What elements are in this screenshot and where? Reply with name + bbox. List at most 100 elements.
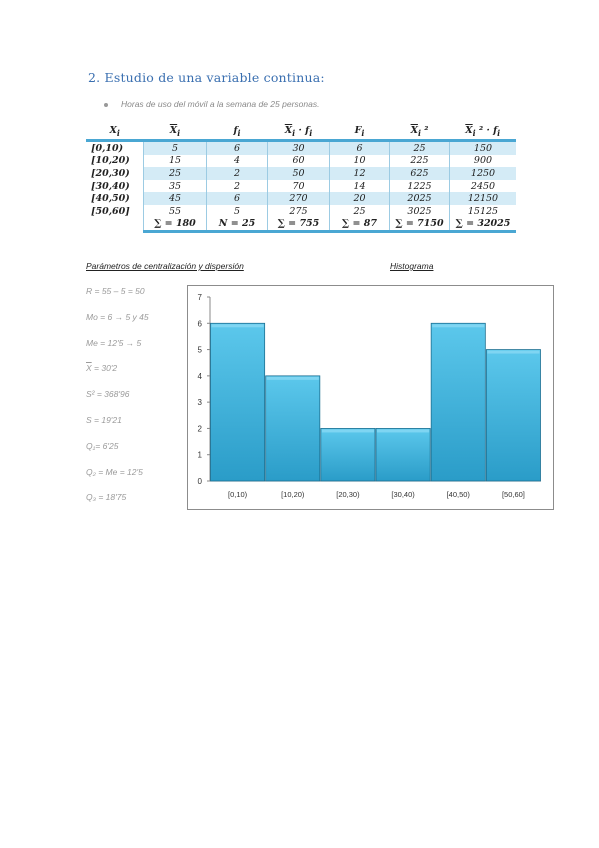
value-cell: 60	[267, 154, 330, 168]
params-list: R = 55 – 5 = 50 Mo = 6 → 5 y 45 Me = 12'5 …	[86, 285, 149, 517]
value-cell: 15	[143, 154, 207, 168]
total-cell	[86, 218, 144, 232]
value-cell: 30	[267, 140, 330, 155]
bullet-icon	[104, 103, 108, 107]
value-cell: 225	[389, 154, 450, 168]
param-item: R = 55 – 5 = 50	[86, 286, 145, 296]
bar-highlight	[266, 376, 319, 380]
bullet-text: Horas de uso del móvil a la semana de 25…	[121, 99, 320, 109]
value-cell: 150	[449, 140, 516, 155]
value-cell: 25	[329, 204, 390, 218]
value-cell: 6	[329, 140, 390, 155]
header-mark-sq-fi: Xi ² · fi	[449, 124, 516, 142]
param-item: S = 19'21	[86, 414, 122, 425]
histogram-bar	[485, 349, 541, 482]
table-row: [0,10) 5 6 30 6 25 150	[86, 140, 516, 155]
value-cell: 625	[389, 167, 450, 180]
value-cell: 35	[143, 179, 207, 193]
table-row: [10,20) 15 4 60 10 225 900	[86, 154, 516, 168]
total-cell: ∑ = 180	[143, 217, 207, 234]
interval-cell: [20,30)	[91, 167, 130, 179]
x-tick-label: [40,50)	[447, 490, 471, 499]
value-cell: 20	[329, 192, 390, 205]
value-cell: 1225	[389, 179, 450, 193]
interval-cell: [10,20)	[91, 155, 130, 167]
y-tick-label: 7	[198, 293, 203, 302]
value-cell: 6	[206, 140, 268, 155]
frequency-table: Xi Xi fi Xi · fi Fi Xi ² Xi ² · fi [0,10…	[86, 124, 516, 234]
header-mark-fi: Xi · fi	[267, 124, 330, 142]
y-tick-label: 3	[198, 398, 203, 407]
x-tick-label: [20,30)	[336, 490, 360, 499]
interval-cell: [30,40)	[91, 180, 130, 192]
param-item: X = 30'2	[86, 363, 118, 374]
histogram-bar	[210, 322, 266, 482]
bar-highlight	[321, 429, 374, 433]
param-item: Mo = 6 → 5 y 45	[86, 311, 149, 322]
value-cell: 70	[267, 179, 330, 193]
param-item: S² = 368'96	[86, 389, 130, 400]
value-cell: 15125	[449, 204, 516, 218]
table-row: [30,40) 35 2 70 14 1225 2450	[86, 179, 516, 193]
histogram-chart: 0 1 2 3 4 5 6 7 [0,10) [10,20) [20,30) [30,40) [40,5…	[187, 285, 554, 510]
y-tick-label: 1	[198, 451, 203, 460]
x-tick-label: [10,20)	[281, 490, 305, 499]
bar-highlight	[487, 350, 540, 354]
value-cell: 4	[206, 154, 268, 168]
value-cell: 14	[329, 179, 390, 193]
bar-highlight	[377, 429, 430, 433]
histogram-bar	[265, 375, 321, 482]
x-tick-label: [30,40)	[391, 490, 415, 499]
histogram-bar	[320, 428, 376, 482]
value-cell: 900	[449, 154, 516, 168]
value-cell: 2025	[389, 192, 450, 205]
param-item: Q₃ = 18'75	[86, 492, 127, 503]
value-cell: 5	[143, 140, 207, 155]
y-tick-label: 2	[198, 424, 203, 433]
totals-row: ∑ = 180 N = 25 ∑ = 755 ∑ = 87 ∑ = 7150 ∑ = 32…	[86, 217, 516, 234]
section-heading: 2. Estudio de una variable continua:	[88, 70, 325, 85]
y-tick-label: 0	[198, 477, 203, 486]
header-fi: fi	[206, 124, 268, 142]
y-tick-label: 5	[198, 346, 203, 355]
total-cell: ∑ = 87	[329, 217, 390, 234]
table-row: [20,30) 25 2 50 12 625 1250	[86, 167, 516, 180]
header-Fi: Fi	[329, 124, 390, 142]
param-item: Q₂ = Me = 12'5	[86, 466, 143, 477]
value-cell: 2	[206, 179, 268, 193]
y-tick-label: 6	[198, 319, 203, 328]
value-cell: 50	[267, 167, 330, 180]
table-row: [40,50) 45 6 270 20 2025 12150	[86, 192, 516, 205]
histogram-bar	[375, 428, 431, 482]
histogram-title: Histograma	[390, 261, 434, 271]
table-row: [50,60] 55 5 275 25 3025 15125	[86, 204, 516, 218]
value-cell: 6	[206, 192, 268, 205]
value-cell: 25	[389, 140, 450, 155]
value-cell: 275	[267, 204, 330, 218]
x-tick-label: [50,60]	[502, 490, 525, 499]
table-header-row: Xi Xi fi Xi · fi Fi Xi ² Xi ² · fi	[86, 124, 516, 142]
value-cell: 12150	[449, 192, 516, 205]
header-mark: Xi	[143, 124, 207, 142]
value-cell: 1250	[449, 167, 516, 180]
value-cell: 3025	[389, 204, 450, 218]
interval-cell: [40,50)	[91, 193, 130, 205]
y-tick-label: 4	[198, 372, 203, 381]
interval-cell: [50,60]	[91, 205, 130, 217]
x-tick-label: [0,10)	[228, 490, 248, 499]
value-cell: 12	[329, 167, 390, 180]
bar-highlight	[432, 324, 485, 328]
histogram-bar	[430, 322, 486, 482]
value-cell: 270	[267, 192, 330, 205]
value-cell: 2	[206, 167, 268, 180]
value-cell: 45	[143, 192, 207, 205]
value-cell: 25	[143, 167, 207, 180]
header-mark-sq: Xi ²	[389, 124, 450, 142]
value-cell: 5	[206, 204, 268, 218]
param-item: Me = 12'5 → 5	[86, 337, 142, 348]
params-title: Parámetros de centralización y dispersió…	[86, 261, 244, 271]
param-item: Q₁= 6'25	[86, 440, 119, 451]
value-cell: 10	[329, 154, 390, 168]
bar-highlight	[211, 324, 264, 328]
value-cell: 2450	[449, 179, 516, 193]
